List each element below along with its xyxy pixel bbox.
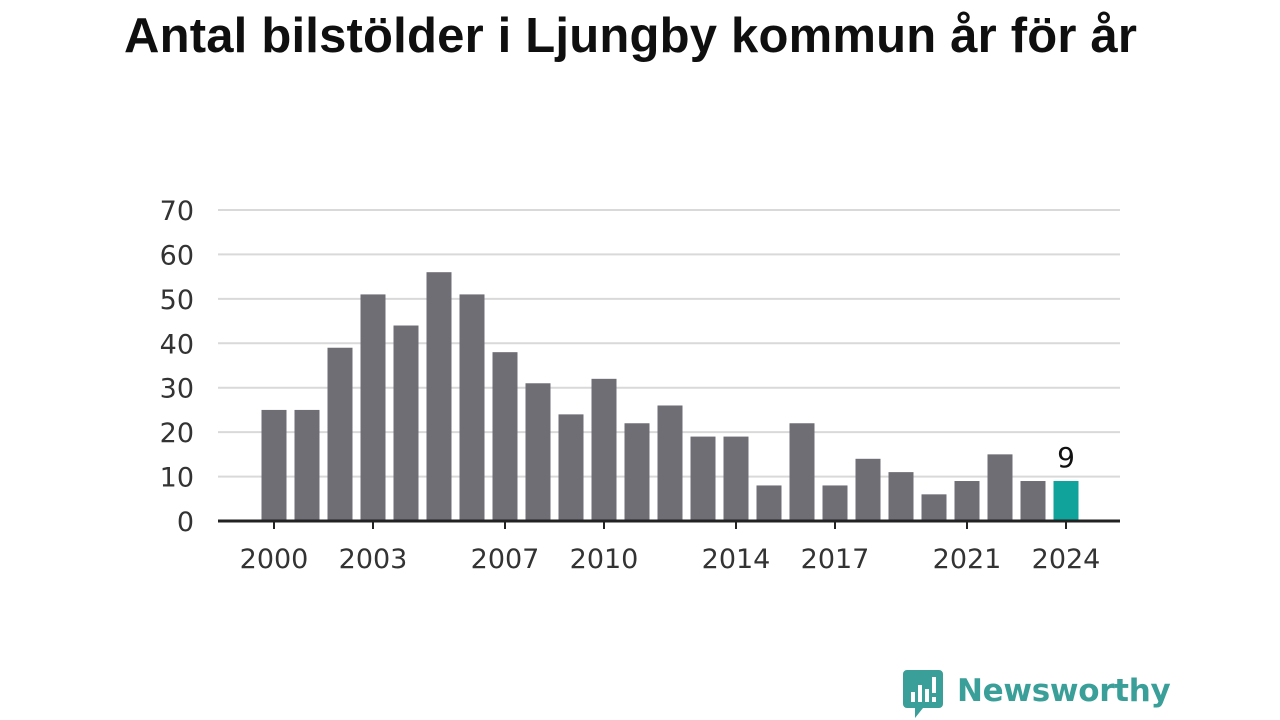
newsworthy-logo: Newsworthy [903, 670, 1171, 718]
y-tick-label: 60 [160, 240, 194, 271]
bar-2017 [822, 485, 848, 521]
bar-2008 [525, 383, 551, 521]
bar-2003 [360, 294, 386, 521]
bar-2000 [261, 409, 287, 521]
bar-2023 [1020, 481, 1046, 521]
chart-title: Antal bilstölder i Ljungby kommun år för… [124, 9, 1138, 63]
x-tick-label: 2010 [570, 544, 639, 575]
data-label-2024: 9 [1057, 441, 1075, 474]
y-tick-label: 10 [160, 463, 194, 494]
speech-bubble-bar-chart-icon [903, 670, 943, 718]
bar-2016 [789, 423, 815, 521]
x-tick-label: 2017 [801, 544, 870, 575]
bar-2012 [657, 405, 683, 521]
bar-2011 [624, 423, 650, 521]
bar-2020 [921, 494, 947, 521]
x-tick-label: 2014 [702, 544, 771, 575]
y-tick-label: 40 [160, 329, 194, 360]
bar-2002 [327, 347, 353, 521]
bar-2014 [723, 436, 749, 521]
bar-2021 [954, 481, 980, 521]
brand-name: Newsworthy [957, 673, 1171, 709]
bar-2013 [690, 436, 716, 521]
x-tick-label: 2024 [1032, 544, 1101, 575]
bar-2009 [558, 414, 584, 521]
x-tick-label: 2007 [471, 544, 540, 575]
bars [261, 272, 1079, 521]
y-tick-label: 20 [160, 418, 194, 449]
bar-2022 [987, 454, 1013, 521]
y-tick-label: 70 [160, 196, 194, 227]
y-tick-label: 50 [160, 285, 194, 316]
bar-2019 [888, 472, 914, 521]
bar-2005 [426, 272, 452, 521]
bar-2024 [1053, 481, 1079, 521]
bar-2001 [294, 409, 320, 521]
bar-2004 [393, 325, 419, 521]
y-tick-label: 0 [177, 507, 194, 538]
x-tick-label: 2003 [339, 544, 408, 575]
bar-2010 [591, 378, 617, 521]
bar-2015 [756, 485, 782, 521]
bar-2006 [459, 294, 485, 521]
x-axis [218, 519, 1120, 529]
y-tick-label: 30 [160, 374, 194, 405]
x-tick-label: 2021 [933, 544, 1002, 575]
x-axis-tick-labels: 2000 2003 2007 2010 2014 2017 2021 2024 [240, 544, 1101, 575]
data-labels: 9 [1057, 441, 1075, 474]
y-axis-tick-labels: 0 10 20 30 40 50 60 70 [160, 196, 194, 538]
bar-2007 [492, 352, 518, 521]
x-tick-label: 2000 [240, 544, 309, 575]
bar-2018 [855, 458, 881, 521]
